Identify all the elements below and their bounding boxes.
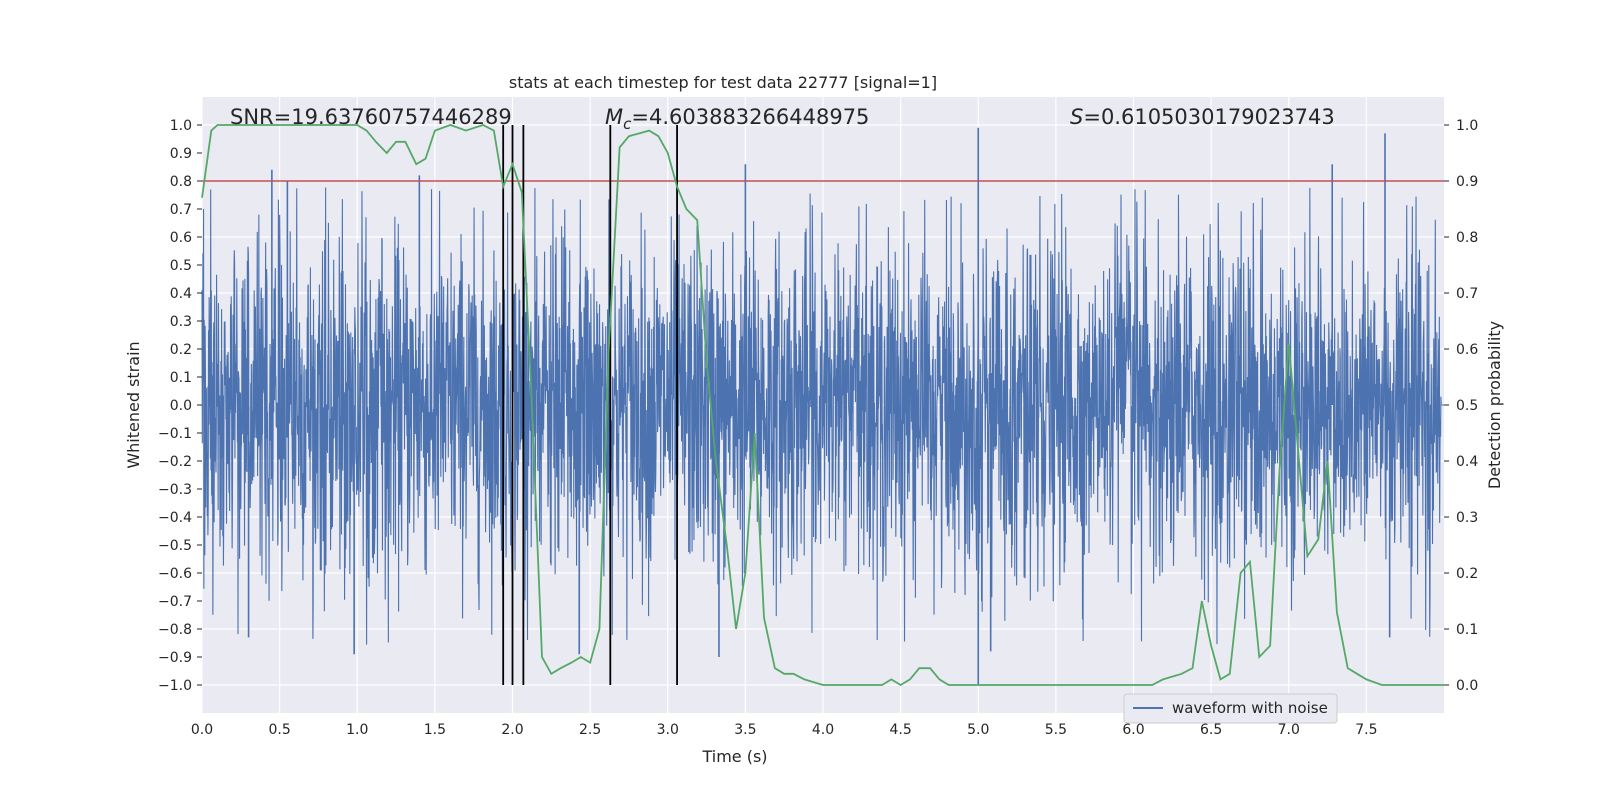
chirp-mass-symbol: M <box>605 105 623 129</box>
x-tick-label: 6.0 <box>1122 722 1144 738</box>
x-tick-label: 1.0 <box>346 722 368 738</box>
y-left-tick-label: 0.1 <box>170 370 192 386</box>
significance-symbol: S <box>1070 105 1083 129</box>
x-axis-label: Time (s) <box>701 747 767 766</box>
y-left-tick-label: −0.6 <box>158 566 192 582</box>
y-left-tick-label: 0.5 <box>170 258 192 274</box>
y-right-tick-label: 0.0 <box>1456 678 1478 694</box>
y-left-tick-label: −0.3 <box>158 482 192 498</box>
y-right-axis-ticks: 1.0 0.9 0.8 0.7 0.6 0.5 0.4 0.3 0.2 0.1 0.0 <box>1444 118 1478 694</box>
x-tick-label: 7.0 <box>1278 722 1300 738</box>
x-tick-label: 2.0 <box>501 722 523 738</box>
legend-label: waveform with noise <box>1172 699 1328 717</box>
significance-annotation: S=0.6105030179023743 <box>1070 105 1335 129</box>
y-left-tick-label: 1.0 <box>170 118 192 134</box>
x-tick-label: 7.5 <box>1355 722 1377 738</box>
y-right-tick-label: 0.8 <box>1456 230 1478 246</box>
y-right-tick-label: 0.7 <box>1456 286 1478 302</box>
significance-value: =0.6105030179023743 <box>1083 105 1334 129</box>
x-tick-label: 5.5 <box>1045 722 1067 738</box>
y-left-tick-label: 0.6 <box>170 230 192 246</box>
legend-box <box>1123 693 1338 724</box>
x-tick-label: 4.0 <box>812 722 834 738</box>
y-left-tick-label: −0.9 <box>158 650 192 666</box>
y-right-tick-label: 0.1 <box>1456 622 1478 638</box>
y-right-tick-label: 0.5 <box>1456 398 1478 414</box>
y-left-tick-label: 0.3 <box>170 314 192 330</box>
y-right-tick-label: 0.9 <box>1456 174 1478 190</box>
probability-line <box>201 124 1444 687</box>
y-left-tick-label: 0.7 <box>170 202 192 218</box>
y-left-tick-label: −0.8 <box>158 622 192 638</box>
strain-series <box>201 127 1444 685</box>
x-tick-label: 5.0 <box>967 722 989 738</box>
y-right-tick-label: 0.3 <box>1456 510 1478 526</box>
y-right-tick-label: 0.6 <box>1456 342 1478 358</box>
probability-series <box>201 124 1444 687</box>
x-tick-label: 0.0 <box>191 722 213 738</box>
chirp-mass-subscript: c <box>623 115 632 133</box>
chirp-mass-annotation: Mc=4.603883266448975 <box>605 105 869 133</box>
x-tick-label: 0.5 <box>268 722 290 738</box>
y-left-tick-label: −0.5 <box>158 538 192 554</box>
y-left-axis-label: Whitened strain <box>124 341 143 468</box>
y-left-tick-label: 0.8 <box>170 174 192 190</box>
x-axis-ticks: 0.0 0.5 1.0 1.5 2.0 2.5 3.0 3.5 4.0 4.5 5.0 5.5 6.0 6… <box>191 722 1378 738</box>
y-right-tick-label: 1.0 <box>1456 118 1478 134</box>
legend: waveform with noise <box>1123 693 1338 724</box>
y-left-tick-label: −0.7 <box>158 594 192 610</box>
y-left-tick-label: −1.0 <box>158 678 192 694</box>
x-tick-label: 3.0 <box>657 722 679 738</box>
y-left-tick-label: −0.1 <box>158 426 192 442</box>
x-tick-label: 2.5 <box>579 722 601 738</box>
y-left-tick-label: −0.4 <box>158 510 192 526</box>
y-left-tick-label: 0.4 <box>170 286 192 302</box>
y-right-tick-label: 0.2 <box>1456 566 1478 582</box>
y-left-tick-label: −0.2 <box>158 454 192 470</box>
x-tick-label: 6.5 <box>1200 722 1222 738</box>
strain-line <box>201 187 1444 645</box>
y-right-axis-label: Detection probability <box>1485 321 1504 489</box>
chart-title: stats at each timestep for test data 227… <box>509 73 937 92</box>
y-right-tick-label: 0.4 <box>1456 454 1478 470</box>
x-tick-label: 4.5 <box>889 722 911 738</box>
y-left-tick-label: 0.9 <box>170 146 192 162</box>
snr-annotation: SNR=19.63760757446289 <box>230 105 512 129</box>
y-left-tick-label: 0.0 <box>170 398 192 414</box>
x-tick-label: 3.5 <box>734 722 756 738</box>
chirp-mass-value: =4.603883266448975 <box>631 105 869 129</box>
y-left-tick-label: 0.2 <box>170 342 192 358</box>
x-tick-label: 1.5 <box>424 722 446 738</box>
y-left-axis-ticks: 1.0 0.9 0.8 0.7 0.6 0.5 0.4 0.3 0.2 0.1 0.0 −0.1 −0.… <box>158 118 202 694</box>
